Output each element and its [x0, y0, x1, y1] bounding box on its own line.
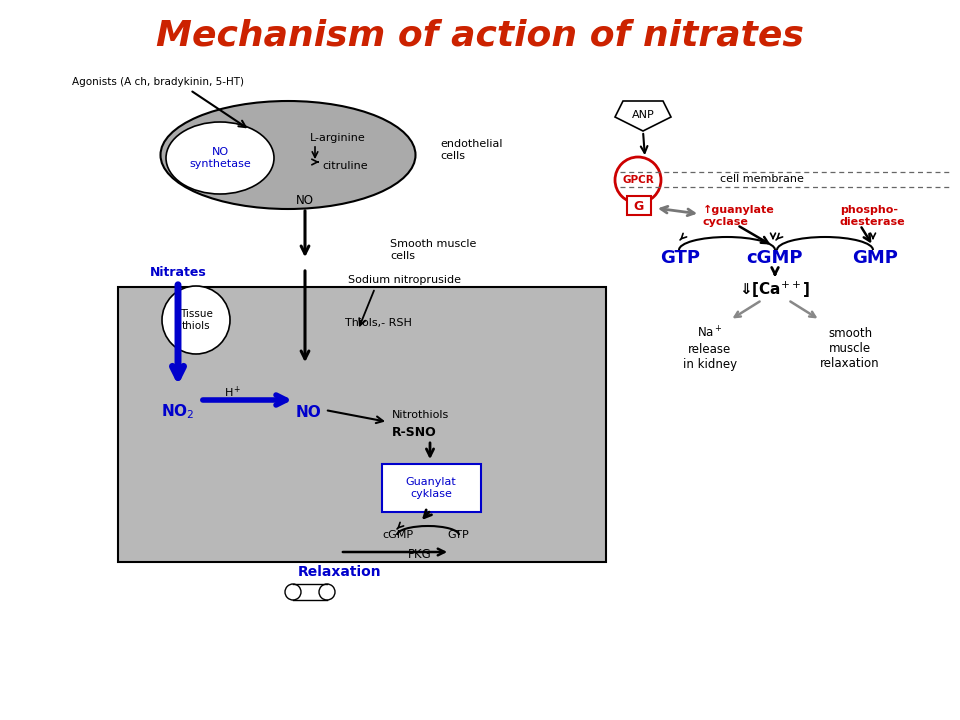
Text: ANP: ANP [632, 110, 655, 120]
FancyBboxPatch shape [118, 287, 606, 562]
Text: endothelial
cells: endothelial cells [440, 139, 502, 161]
Text: ↑guanylate
cyclase: ↑guanylate cyclase [703, 205, 775, 227]
Ellipse shape [166, 122, 274, 194]
Text: cGMP: cGMP [747, 249, 804, 267]
Text: GPCR: GPCR [622, 175, 654, 185]
Text: Sodium nitropruside: Sodium nitropruside [348, 275, 461, 285]
Text: R-SNO: R-SNO [392, 426, 437, 438]
FancyBboxPatch shape [627, 196, 651, 215]
Ellipse shape [285, 584, 301, 600]
Text: NO: NO [296, 194, 314, 207]
Circle shape [162, 286, 230, 354]
Text: G: G [634, 199, 644, 212]
Text: H$^+$: H$^+$ [225, 384, 242, 400]
Text: GMP: GMP [852, 249, 898, 267]
Text: Nitrates: Nitrates [150, 266, 206, 279]
Text: cGMP: cGMP [382, 530, 414, 540]
Text: Smooth muscle
cells: Smooth muscle cells [390, 239, 476, 261]
Text: Nitrothiols: Nitrothiols [392, 410, 449, 420]
Ellipse shape [160, 101, 416, 209]
Text: PKG: PKG [408, 549, 432, 562]
Text: NO
synthetase: NO synthetase [189, 147, 251, 168]
Text: Agonists (A ch, bradykinin, 5-HT): Agonists (A ch, bradykinin, 5-HT) [72, 77, 244, 87]
Text: citruline: citruline [322, 161, 368, 171]
Polygon shape [615, 101, 671, 131]
Text: Relaxation: Relaxation [299, 565, 382, 579]
Text: NO$_2$: NO$_2$ [161, 402, 195, 421]
Text: NO: NO [295, 405, 321, 420]
Text: cell membrane: cell membrane [720, 174, 804, 184]
Text: phospho-
diesterase: phospho- diesterase [840, 205, 905, 227]
Ellipse shape [319, 584, 335, 600]
Text: Guanylat
cyklase: Guanylat cyklase [406, 477, 456, 499]
Text: L-arginine: L-arginine [310, 133, 366, 143]
Text: smooth
muscle
relaxation: smooth muscle relaxation [820, 326, 879, 369]
Text: Thiols,- RSH: Thiols,- RSH [345, 318, 412, 328]
Text: Na$^+$
release
in kidney: Na$^+$ release in kidney [683, 325, 737, 371]
Text: Mechanism of action of nitrates: Mechanism of action of nitrates [156, 18, 804, 52]
Text: ⇓[Ca$^{++}$]: ⇓[Ca$^{++}$] [739, 280, 811, 300]
FancyBboxPatch shape [382, 464, 481, 512]
Text: GTP: GTP [447, 530, 468, 540]
Circle shape [615, 157, 661, 203]
Text: Tissue
thiols: Tissue thiols [180, 309, 212, 330]
Text: GTP: GTP [660, 249, 700, 267]
